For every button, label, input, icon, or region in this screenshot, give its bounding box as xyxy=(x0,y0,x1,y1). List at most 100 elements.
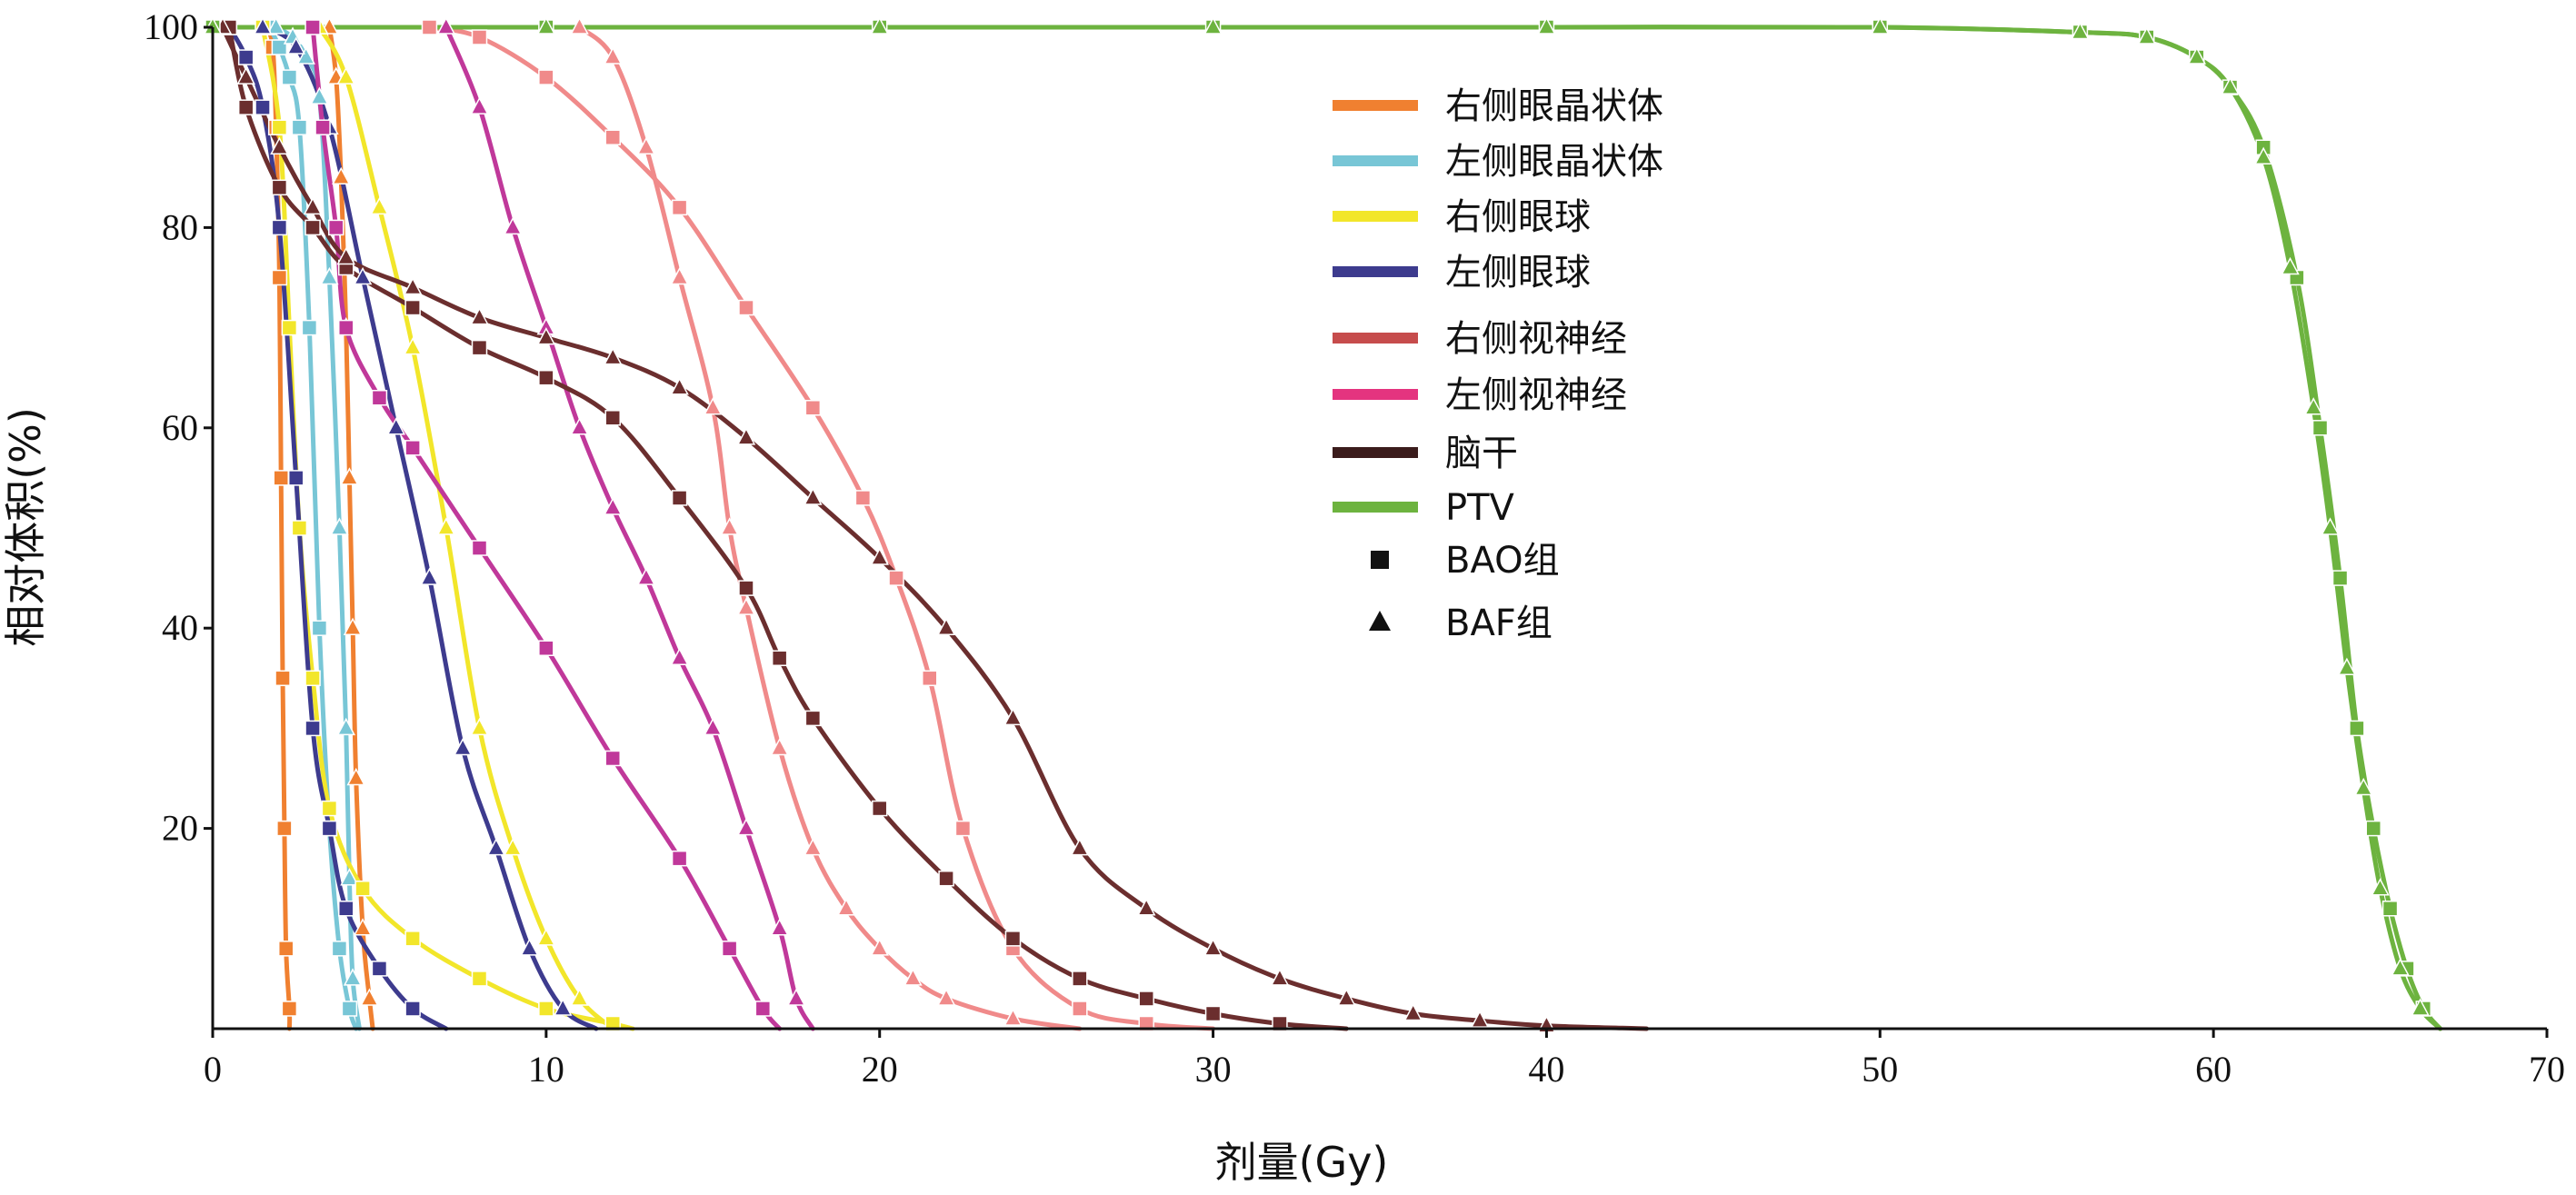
series-10-point-2 xyxy=(327,219,344,236)
series-14-point-14 xyxy=(2349,720,2365,737)
legend-label-right-optic-nerve: 右侧视神经 xyxy=(1445,318,1627,360)
series-4-point-5 xyxy=(321,800,338,817)
x-tick-label: 70 xyxy=(2529,1049,2565,1090)
series-13-point-21 xyxy=(1470,1010,1490,1028)
series-line-15 xyxy=(210,25,2443,1031)
legend-label-right-lens: 右侧眼晶状体 xyxy=(1445,85,1663,127)
series-13-point-3 xyxy=(303,196,323,215)
series-11-point-10 xyxy=(770,918,789,936)
series-3-point-2 xyxy=(296,46,315,65)
series-9-point-7 xyxy=(770,737,789,756)
series-13-point-11 xyxy=(804,487,823,505)
series-9-point-5 xyxy=(720,517,739,535)
series-15-point-3 xyxy=(1203,16,1223,35)
series-10-point-11 xyxy=(754,1001,772,1017)
series-8-point-8 xyxy=(888,570,904,586)
series-5-point-6 xyxy=(503,838,523,856)
series-0-point-6 xyxy=(276,820,293,837)
series-7-point-6 xyxy=(453,737,473,756)
x-tick-label: 0 xyxy=(204,1049,222,1090)
series-6-point-2 xyxy=(255,99,271,115)
series-5-point-2 xyxy=(370,196,389,215)
legend-label-right-eyeball: 右侧眼球 xyxy=(1445,196,1591,238)
series-0-point-7 xyxy=(277,941,295,957)
series-5-point-5 xyxy=(470,717,489,736)
series-7-point-4 xyxy=(386,417,406,435)
series-2-point-2 xyxy=(281,69,298,85)
series-9-point-6 xyxy=(736,597,756,615)
series-7-point-9 xyxy=(553,998,573,1016)
series-8-point-7 xyxy=(854,490,872,506)
series-8-point-12 xyxy=(1072,1001,1088,1017)
legend-marker-square xyxy=(1371,551,1389,569)
series-4-point-6 xyxy=(354,880,371,897)
legend-label-brainstem: 脑干 xyxy=(1445,433,1518,474)
series-9-point-0 xyxy=(570,16,589,35)
series-10-point-6 xyxy=(471,540,488,556)
series-4-point-3 xyxy=(291,520,308,536)
series-3-point-4 xyxy=(320,266,339,285)
series-9-point-12 xyxy=(936,988,956,1006)
series-3-point-6 xyxy=(336,717,355,736)
series-15-point-15 xyxy=(2353,777,2373,796)
series-7-point-7 xyxy=(486,838,506,856)
series-12-point-6 xyxy=(471,339,488,356)
series-10-point-10 xyxy=(721,941,738,957)
series-11-point-9 xyxy=(736,817,756,836)
series-9-point-8 xyxy=(804,838,823,856)
series-4-point-2 xyxy=(281,319,298,336)
series-12-point-10 xyxy=(738,580,754,596)
x-tick-label: 60 xyxy=(2195,1049,2232,1090)
y-tick-label: 80 xyxy=(162,206,198,247)
series-14-point-16 xyxy=(2381,901,2399,917)
legend-label-left-eyeball: 左侧眼球 xyxy=(1445,252,1591,294)
legend-label-baf: BAF组 xyxy=(1445,602,1553,644)
series-11-point-0 xyxy=(436,16,456,35)
series-14-point-12 xyxy=(2311,420,2329,436)
series-6-point-8 xyxy=(371,961,388,977)
series-line-14 xyxy=(210,25,2443,1031)
x-tick-label: 30 xyxy=(1195,1049,1232,1090)
series-12-point-12 xyxy=(804,710,822,727)
series-12-point-19 xyxy=(1272,1015,1288,1032)
series-9-point-10 xyxy=(870,938,889,956)
series-line-4 xyxy=(260,25,635,1031)
series-4-point-8 xyxy=(471,971,488,987)
legend: 右侧眼晶状体 左侧眼晶状体 右侧眼球 左侧眼球 右侧视神经 左侧视神经 脑干 P… xyxy=(1333,85,1663,644)
series-12-point-18 xyxy=(1204,1005,1222,1022)
series-line-11 xyxy=(444,25,815,1031)
series-6-point-4 xyxy=(287,470,305,486)
series-13-point-20 xyxy=(1403,1002,1423,1021)
series-14-point-15 xyxy=(2365,820,2381,837)
series-8-point-6 xyxy=(804,400,822,416)
series-15-point-1 xyxy=(536,16,556,35)
series-2-point-4 xyxy=(301,319,318,336)
series-3-point-7 xyxy=(340,868,359,886)
x-tick-label: 20 xyxy=(862,1049,898,1090)
y-tick-label: 40 xyxy=(162,607,198,648)
series-8-point-13 xyxy=(1138,1015,1154,1032)
series-12-point-11 xyxy=(771,650,788,667)
series-13-point-13 xyxy=(936,617,956,635)
y-axis-ticks: 20 40 60 80 100 xyxy=(144,6,213,849)
series-9-point-2 xyxy=(636,136,656,154)
series-13-point-15 xyxy=(1070,838,1090,856)
series-13-point-7 xyxy=(536,327,556,345)
series-13-point-16 xyxy=(1136,898,1156,916)
series-line-7 xyxy=(260,25,599,1031)
series-12-point-1 xyxy=(237,99,255,115)
y-axis-title: 相对体积(%) xyxy=(1,407,50,647)
series-line-10 xyxy=(310,25,783,1031)
series-13-point-9 xyxy=(670,377,689,395)
series-8-point-1 xyxy=(471,29,488,45)
series-10-point-4 xyxy=(371,389,388,406)
x-tick-label: 50 xyxy=(1862,1049,1898,1090)
series-3-point-5 xyxy=(330,517,349,535)
series-15-point-5 xyxy=(1871,16,1890,35)
legend-label-left-optic-nerve: 左侧视神经 xyxy=(1445,374,1627,416)
series-4-point-9 xyxy=(538,1001,554,1017)
series-2-point-7 xyxy=(331,941,348,957)
series-0-point-3 xyxy=(271,269,288,286)
x-tick-label: 40 xyxy=(1528,1049,1564,1090)
series-1-point-7 xyxy=(353,918,373,936)
